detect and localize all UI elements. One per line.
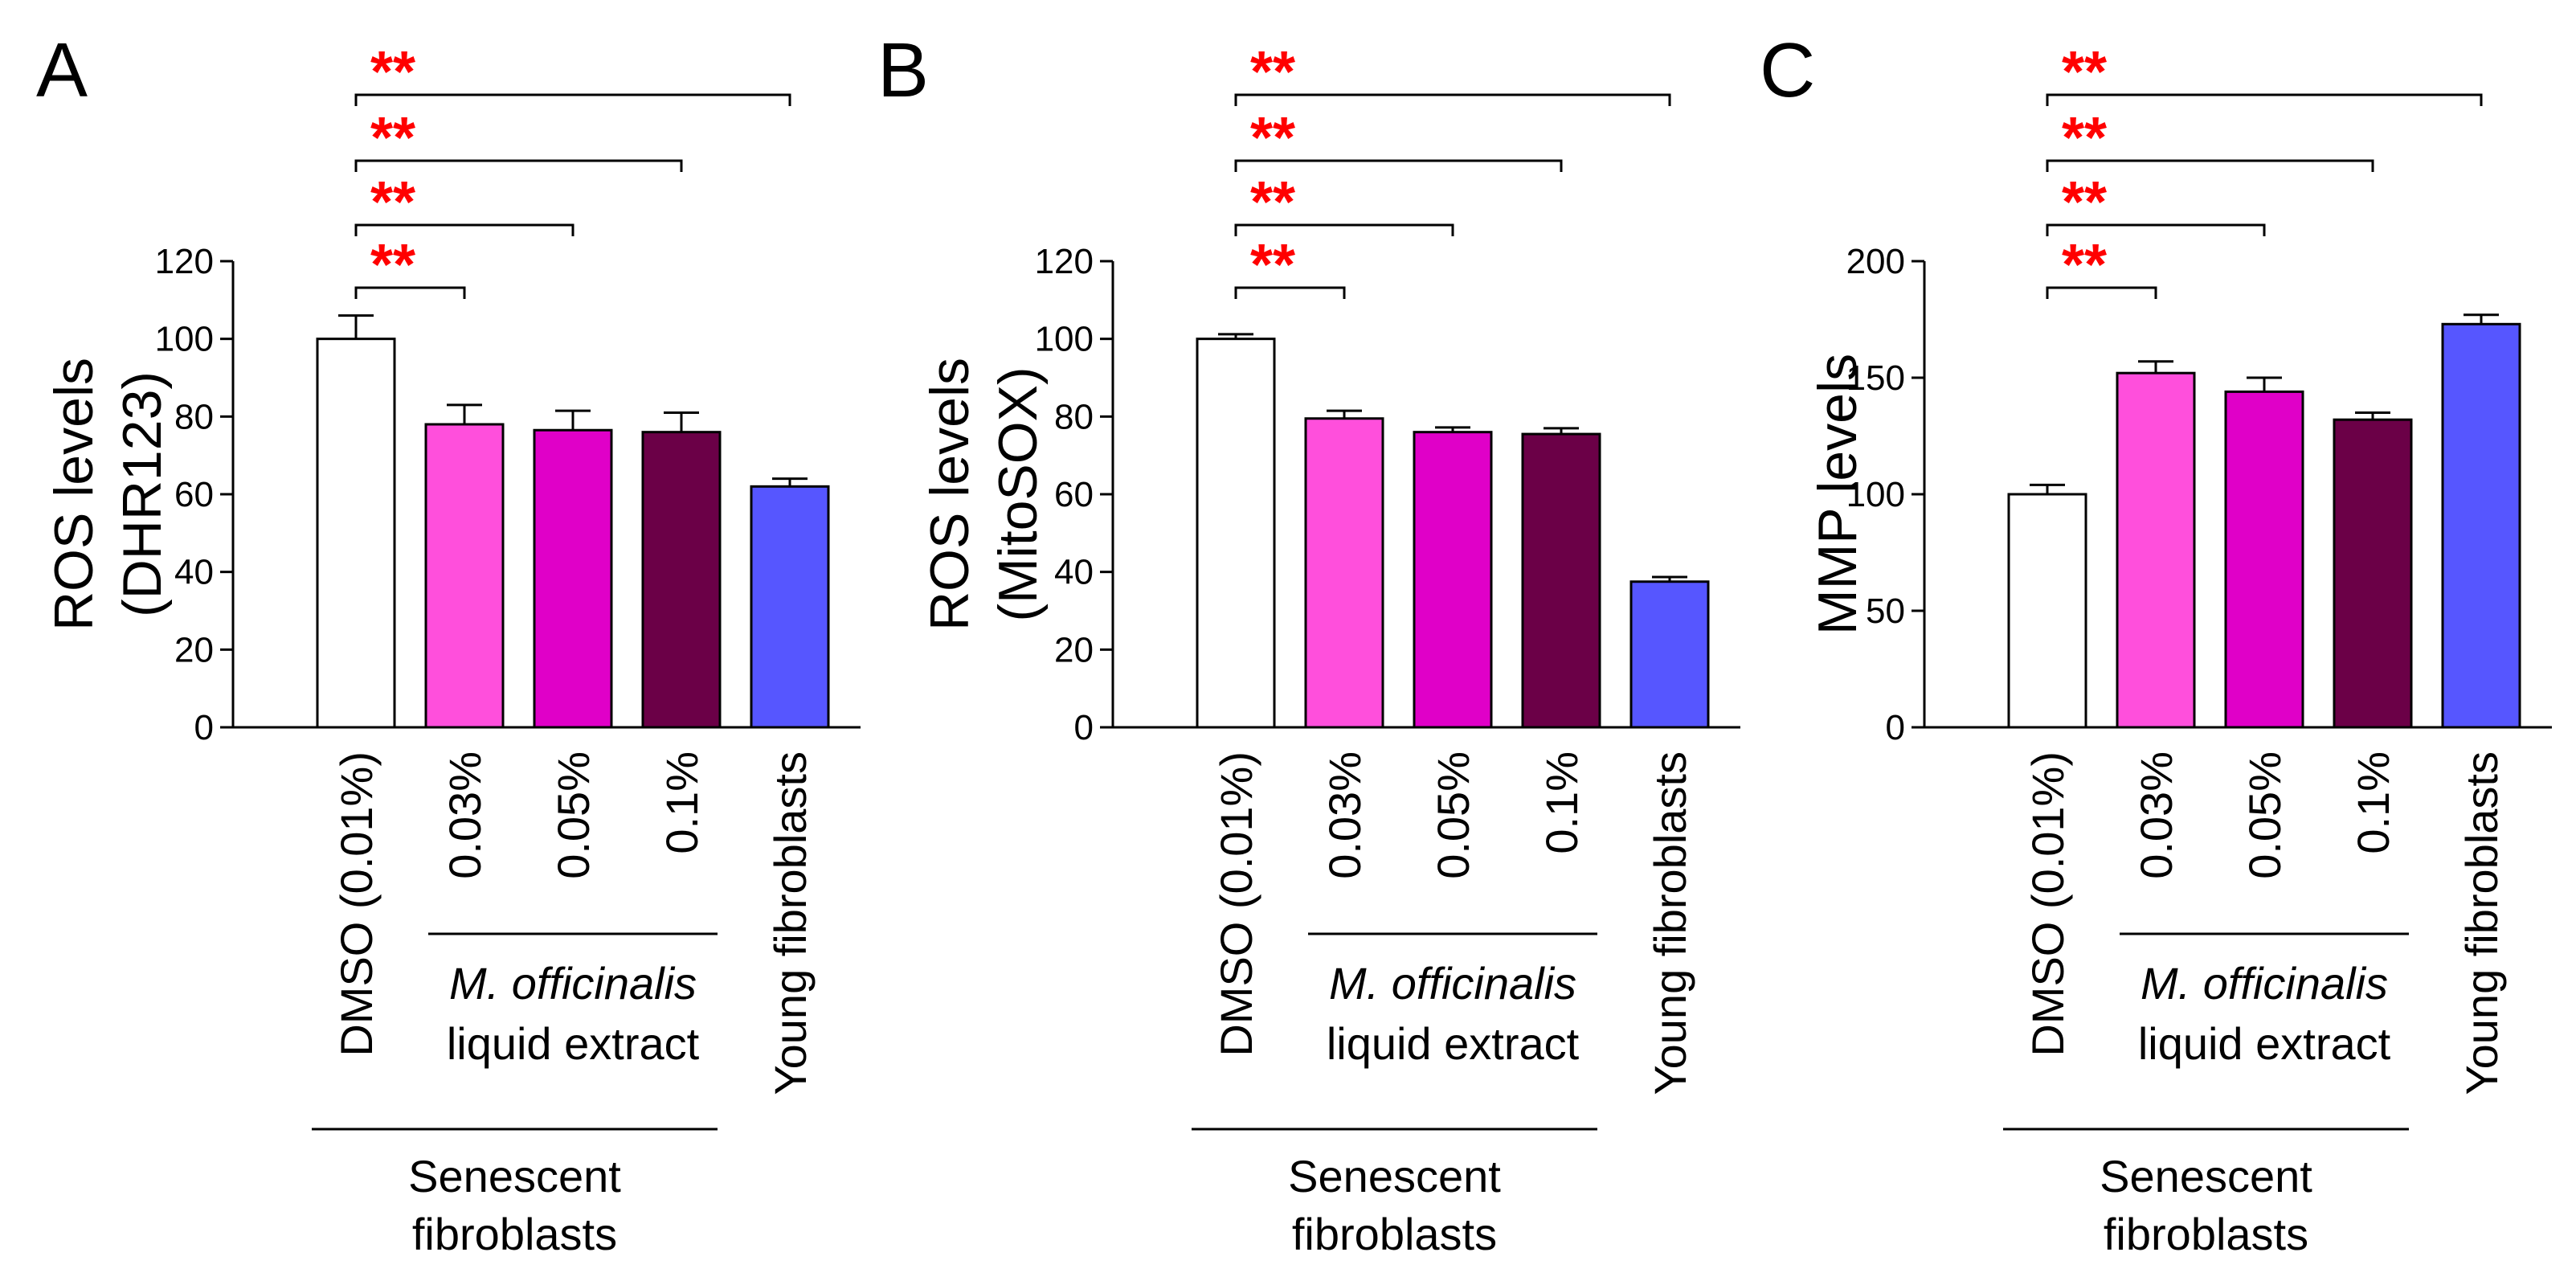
bar-1: [1196, 338, 1276, 729]
bar-5: [750, 485, 830, 729]
extract-name: M. officinalis: [1329, 958, 1576, 1009]
senescent-label-line1: Senescent: [1288, 1151, 1501, 1201]
bar-4: [1521, 432, 1601, 729]
significance-stars: **: [1250, 106, 1295, 170]
panel-c: C MMP levels 0 50 100 150 200 DMSO (0.01%) 0.03%…: [1760, 27, 2552, 1259]
significance-bracket: [1234, 159, 1563, 172]
panel-b: B ROS levels (MitoSOX) 0 20 40 60 80 100 120 DMSO …: [877, 27, 1740, 1259]
significance-stars: **: [370, 170, 415, 235]
significance-stars: **: [1250, 170, 1295, 235]
y-tick-label: 50: [1866, 591, 1905, 631]
bar-5: [1629, 580, 1710, 729]
bar-2: [1304, 417, 1384, 729]
y-tick-label: 100: [155, 320, 214, 359]
x-category-label: DMSO (0.01%): [1211, 751, 1261, 1057]
senescent-label-line1: Senescent: [408, 1151, 621, 1201]
significance-bracket: [2046, 286, 2157, 299]
significance-stars: **: [2062, 170, 2107, 235]
x-category-label: Young fibroblasts: [765, 751, 816, 1095]
y-tick-label: 20: [174, 630, 214, 669]
bar-1: [2007, 493, 2087, 729]
bar-4: [2333, 418, 2413, 729]
y-tick-label: 120: [155, 242, 214, 281]
x-category-label: DMSO (0.01%): [2022, 751, 2073, 1057]
significance-stars: **: [370, 106, 415, 170]
extract-description: liquid extract: [1327, 1018, 1580, 1069]
y-tick-label: 100: [1035, 320, 1094, 359]
panel-letter: A: [36, 27, 88, 113]
panel-letter: B: [877, 27, 929, 113]
y-axis-subtitle: (DHR123): [112, 371, 173, 617]
significance-bracket: [1234, 286, 1346, 299]
x-category-label: 0.05%: [2239, 751, 2290, 879]
x-category-label: 0.1%: [1536, 751, 1587, 854]
significance-bracket: [354, 159, 683, 172]
y-tick-label: 20: [1054, 630, 1094, 669]
significance-stars: **: [2062, 40, 2107, 104]
x-category-label: 0.05%: [1428, 751, 1478, 879]
significance-bracket: [1234, 93, 1671, 106]
significance-stars: **: [1250, 40, 1295, 104]
significance-bracket: [2046, 93, 2483, 106]
y-axis-title: MMP levels: [1807, 354, 1868, 635]
bar-3: [2224, 390, 2304, 729]
y-tick-label: 150: [1846, 358, 1905, 398]
x-category-label: 0.1%: [656, 751, 707, 854]
x-category-label: Young fibroblasts: [1645, 751, 1695, 1095]
x-category-label: 0.03%: [1319, 751, 1370, 879]
bar-5: [2441, 322, 2521, 729]
bar-2: [424, 423, 505, 729]
y-tick-label: 60: [1054, 475, 1094, 514]
extract-description: liquid extract: [447, 1018, 700, 1069]
extract-name: M. officinalis: [449, 958, 697, 1009]
significance-bracket: [354, 286, 466, 299]
x-category-label: 0.03%: [440, 751, 490, 879]
y-axis-title: ROS levels: [919, 358, 980, 631]
significance-bracket: [1234, 223, 1454, 236]
significance-stars: **: [1250, 233, 1295, 297]
x-category-label: DMSO (0.01%): [331, 751, 382, 1057]
y-tick-label: 200: [1846, 242, 1905, 281]
y-axis-title: ROS levels: [43, 358, 104, 631]
significance-stars: **: [370, 233, 415, 297]
bar-2: [2116, 371, 2196, 729]
significance-bracket: [354, 223, 574, 236]
significance-stars: **: [370, 40, 415, 104]
x-category-label: 0.1%: [2348, 751, 2398, 854]
panel-a: A ROS levels (DHR123) 0 20 40 60 80 100 120 DMSO (…: [36, 27, 861, 1259]
y-tick-label: 80: [174, 397, 214, 436]
panel-letter: C: [1760, 27, 1815, 113]
senescent-label-line1: Senescent: [2100, 1151, 2312, 1201]
significance-bracket: [2046, 223, 2266, 236]
y-axis-subtitle: (MitoSOX): [987, 366, 1049, 621]
y-tick-label: 0: [1886, 708, 1905, 747]
y-tick-label: 120: [1035, 242, 1094, 281]
y-tick-label: 0: [1074, 708, 1094, 747]
bar-3: [1413, 431, 1493, 729]
significance-bracket: [2046, 159, 2374, 172]
significance-stars: **: [2062, 106, 2107, 170]
y-tick-label: 40: [1054, 553, 1094, 592]
y-tick-label: 60: [174, 475, 214, 514]
y-tick-label: 80: [1054, 397, 1094, 436]
extract-description: liquid extract: [2138, 1018, 2391, 1069]
bar-3: [533, 428, 613, 729]
bar-1: [316, 338, 396, 729]
significance-stars: **: [2062, 233, 2107, 297]
x-category-label: 0.05%: [548, 751, 599, 879]
x-category-label: Young fibroblasts: [2456, 751, 2507, 1095]
extract-name: M. officinalis: [2141, 958, 2388, 1009]
senescent-label-line2: fibroblasts: [412, 1209, 617, 1259]
y-tick-label: 100: [1846, 475, 1905, 514]
y-tick-label: 40: [174, 553, 214, 592]
y-tick-label: 0: [194, 708, 214, 747]
significance-bracket: [354, 93, 791, 106]
x-category-label: 0.03%: [2131, 751, 2181, 879]
senescent-label-line2: fibroblasts: [1292, 1209, 1497, 1259]
bar-4: [641, 431, 722, 729]
senescent-label-line2: fibroblasts: [2104, 1209, 2308, 1259]
